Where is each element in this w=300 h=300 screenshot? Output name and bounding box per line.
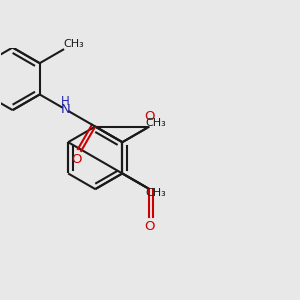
Text: N: N <box>61 103 70 116</box>
Text: H: H <box>61 95 70 108</box>
Text: CH₃: CH₃ <box>63 39 84 49</box>
Text: CH₃: CH₃ <box>146 188 166 198</box>
Text: O: O <box>71 152 82 166</box>
Text: CH₃: CH₃ <box>146 118 166 128</box>
Text: O: O <box>144 220 155 233</box>
Text: O: O <box>144 110 155 123</box>
